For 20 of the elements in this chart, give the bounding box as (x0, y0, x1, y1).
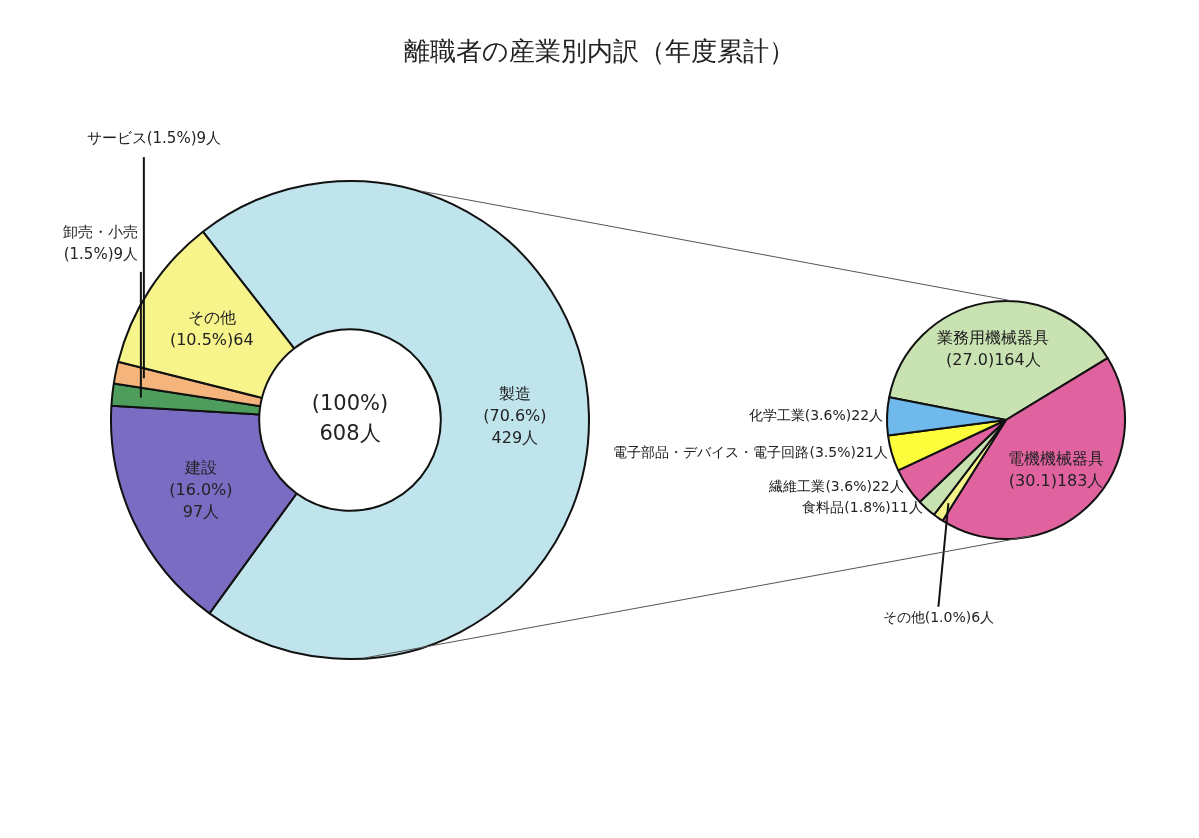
data-label: (27.0)164人 (946, 349, 1041, 369)
slice-label: その他(1.0%)6人 (882, 609, 995, 626)
slice-label: サービス(1.5%)9人 (86, 129, 222, 148)
slice-label: 電子部品・デバイス・電子回路(3.5%)21人 (613, 443, 888, 460)
slice-label: 卸売・小売 (63, 222, 139, 241)
data-label: (70.6%) 429人 (483, 406, 547, 448)
slice-label: 業務用機械器具 (937, 327, 1050, 347)
slice-label: 建設 (183, 457, 217, 477)
slice-label: 製造 (498, 384, 531, 404)
slice-label: 化学工業(3.6%)22人 (748, 406, 884, 423)
data-label: (10.5%)64 (169, 330, 254, 350)
slice-label: 食料品(1.8%)11人 (802, 499, 923, 516)
text: (100%) 608人 (311, 391, 389, 446)
slice-label: 電機機械器具 (1008, 449, 1105, 468)
data-label: (30.1)183人 (1008, 471, 1104, 490)
data-label: (1.5%)9人 (63, 244, 139, 263)
slice-label: 繊維工業(3.6%)22人 (768, 477, 904, 494)
chart-title: 離職者の産業別内訳（年度累計） (403, 35, 796, 68)
slice-label: その他 (187, 308, 236, 328)
data-label: (16.0%) 97人 (169, 479, 233, 521)
